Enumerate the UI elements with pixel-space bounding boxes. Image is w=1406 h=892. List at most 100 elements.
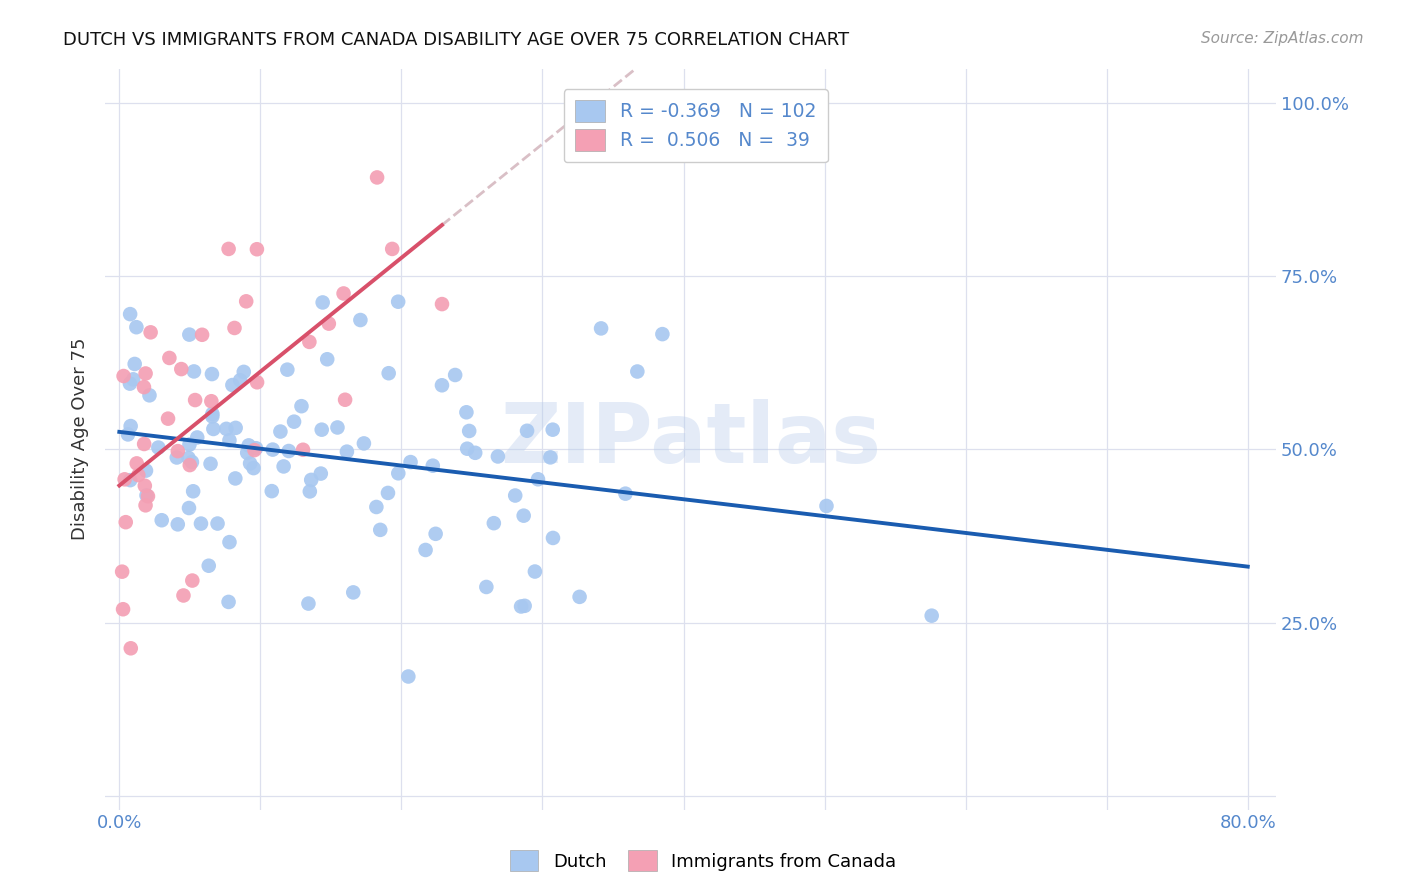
- Point: [387, 294, 409, 309]
- Point: [242, 461, 264, 475]
- Point: [229, 373, 252, 387]
- Point: [166, 517, 188, 532]
- Point: [336, 444, 359, 458]
- Point: [201, 367, 224, 381]
- Point: [218, 595, 240, 609]
- Point: [377, 366, 399, 380]
- Point: [591, 321, 613, 335]
- Point: [326, 420, 349, 434]
- Point: [815, 499, 838, 513]
- Text: ZIPatlas: ZIPatlas: [501, 399, 882, 480]
- Point: [396, 669, 419, 683]
- Point: [218, 434, 240, 448]
- Point: [298, 484, 321, 499]
- Point: [309, 467, 332, 481]
- Text: DUTCH VS IMMIGRANTS FROM CANADA DISABILITY AGE OVER 75 CORRELATION CHART: DUTCH VS IMMIGRANTS FROM CANADA DISABILI…: [63, 31, 849, 49]
- Point: [921, 608, 943, 623]
- Point: [246, 242, 269, 256]
- Point: [125, 320, 148, 334]
- Point: [120, 473, 142, 487]
- Point: [181, 455, 204, 469]
- Point: [135, 464, 157, 478]
- Point: [245, 442, 267, 456]
- Point: [523, 565, 546, 579]
- Point: [486, 450, 509, 464]
- Point: [202, 422, 225, 436]
- Point: [269, 425, 291, 439]
- Point: [527, 472, 550, 486]
- Point: [399, 455, 422, 469]
- Point: [157, 351, 180, 365]
- Point: [456, 405, 478, 419]
- Point: [177, 501, 200, 516]
- Point: [513, 599, 536, 613]
- Point: [200, 394, 222, 409]
- Point: [112, 602, 135, 616]
- Point: [292, 442, 315, 457]
- Point: [353, 436, 375, 450]
- Y-axis label: Disability Age Over 75: Disability Age Over 75: [72, 338, 89, 541]
- Point: [311, 423, 333, 437]
- Point: [458, 424, 481, 438]
- Point: [127, 468, 149, 483]
- Legend: Dutch, Immigrants from Canada: Dutch, Immigrants from Canada: [502, 843, 904, 879]
- Point: [132, 380, 155, 394]
- Point: [318, 317, 340, 331]
- Point: [387, 467, 409, 481]
- Point: [224, 321, 246, 335]
- Point: [114, 515, 136, 529]
- Point: [456, 442, 478, 456]
- Point: [299, 473, 322, 487]
- Point: [181, 574, 204, 588]
- Point: [232, 365, 254, 379]
- Point: [381, 242, 404, 256]
- Point: [120, 307, 142, 321]
- Point: [277, 444, 299, 458]
- Point: [120, 419, 142, 434]
- Point: [297, 597, 319, 611]
- Point: [516, 424, 538, 438]
- Point: [184, 392, 207, 407]
- Point: [366, 170, 388, 185]
- Point: [316, 352, 339, 367]
- Point: [225, 421, 247, 435]
- Point: [415, 543, 437, 558]
- Point: [135, 367, 157, 381]
- Legend: R = -0.369   N = 102, R =  0.506   N =  39: R = -0.369 N = 102, R = 0.506 N = 39: [564, 89, 828, 162]
- Point: [425, 526, 447, 541]
- Point: [124, 357, 146, 371]
- Point: [170, 362, 193, 376]
- Point: [510, 599, 533, 614]
- Point: [541, 423, 564, 437]
- Point: [224, 471, 246, 485]
- Point: [186, 430, 208, 444]
- Point: [283, 415, 305, 429]
- Point: [541, 531, 564, 545]
- Point: [111, 565, 134, 579]
- Text: Source: ZipAtlas.com: Source: ZipAtlas.com: [1201, 31, 1364, 46]
- Point: [201, 409, 224, 424]
- Point: [568, 590, 591, 604]
- Point: [122, 372, 145, 386]
- Point: [422, 458, 444, 473]
- Point: [342, 585, 364, 599]
- Point: [190, 516, 212, 531]
- Point: [311, 295, 333, 310]
- Point: [262, 442, 284, 457]
- Point: [112, 369, 135, 384]
- Point: [172, 589, 194, 603]
- Point: [191, 327, 214, 342]
- Point: [298, 334, 321, 349]
- Point: [276, 362, 298, 376]
- Point: [125, 456, 148, 470]
- Point: [349, 313, 371, 327]
- Point: [139, 326, 162, 340]
- Point: [177, 450, 200, 465]
- Point: [134, 479, 156, 493]
- Point: [200, 457, 222, 471]
- Point: [207, 516, 229, 531]
- Point: [136, 489, 159, 503]
- Point: [239, 457, 262, 471]
- Point: [179, 327, 201, 342]
- Point: [114, 472, 136, 486]
